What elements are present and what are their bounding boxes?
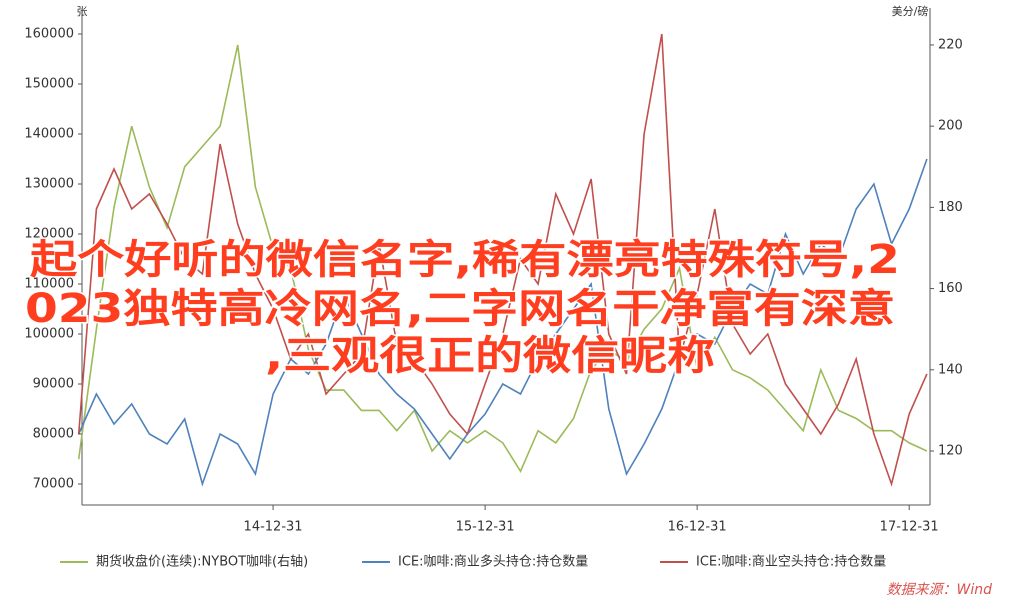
legend-label: ICE:咖啡:商业多头持仓:持仓数量 [398, 554, 588, 570]
series-line [77, 158, 928, 487]
source: 数据来源：Wind [887, 582, 993, 598]
y2-tick-label: 200 [938, 119, 963, 134]
legend-label: 期货收盘价(连续):NYBOT咖啡(右轴) [96, 554, 308, 570]
y2-axis-label: 美分/磅 [892, 4, 929, 18]
x-tick-label: 14-12-31 [244, 520, 303, 535]
y2-tick-label: 220 [938, 37, 963, 52]
series-line [77, 33, 928, 487]
y-tick-label: 110000 [24, 277, 74, 292]
y-tick-label: 90000 [33, 377, 74, 392]
overlay: 起个好听的微信名字,稀有漂亮特殊符号,2023独特高冷网名,二字网名干净富有深意… [24, 236, 902, 381]
y2-tick-label: 180 [938, 200, 963, 215]
y2-tick-label: 120 [938, 443, 963, 458]
overlay-title: ,三观很正的微信昵称 [265, 333, 715, 379]
overlay-title: 起个好听的微信名字,稀有漂亮特殊符号,2 [30, 237, 900, 283]
y-tick-label: 130000 [24, 177, 74, 192]
y-tick-label: 140000 [24, 127, 74, 142]
overlay-title: 023独特高冷网名,二字网名干净富有深意 [25, 286, 895, 332]
y-tick-label: 100000 [24, 327, 74, 342]
legend-label: ICE:咖啡:商业空头持仓:持仓数量 [696, 555, 886, 570]
x-tick-label: 15-12-31 [456, 520, 515, 535]
y2-tick-label: 160 [938, 281, 963, 296]
y2-tick-label: 140 [938, 362, 963, 377]
y-tick-label: 80000 [33, 427, 74, 442]
series-line [77, 44, 928, 474]
y-tick-label: 70000 [33, 477, 74, 492]
y-tick-label: 120000 [24, 227, 74, 242]
x-tick-label: 16-12-31 [668, 520, 727, 535]
plot [77, 33, 928, 487]
x-tick-label: 17-12-31 [880, 520, 939, 535]
y-tick-label: 160000 [24, 27, 74, 42]
y-tick-label: 150000 [24, 77, 74, 92]
